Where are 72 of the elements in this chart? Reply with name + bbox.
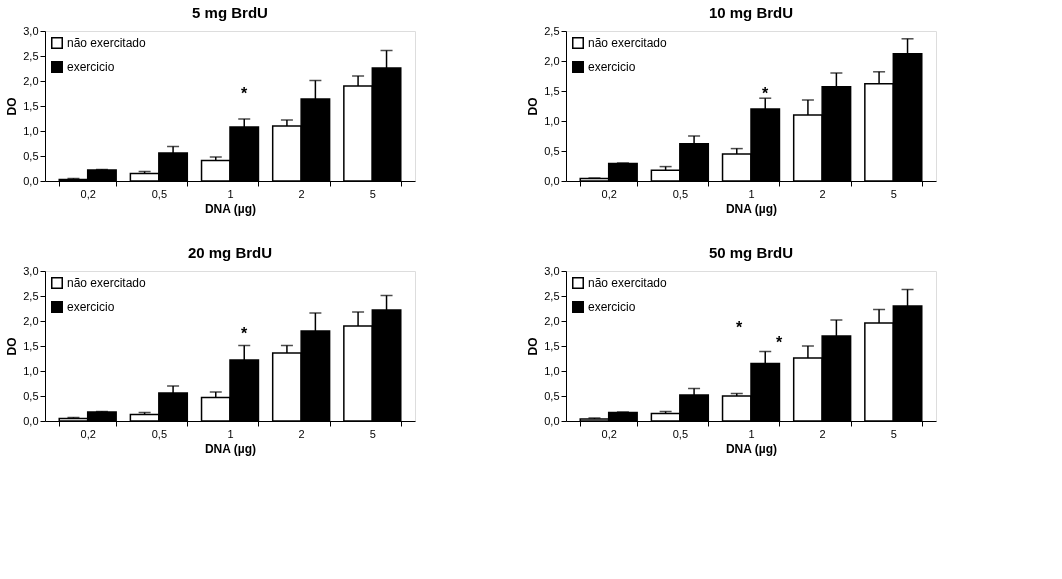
annotation: * [775, 334, 783, 351]
y-tick-label: 1,0 [23, 364, 39, 377]
legend-label: não exercitado [588, 276, 668, 290]
legend-label: exercicio [588, 300, 636, 314]
y-tick-label: 1,0 [544, 114, 560, 127]
x-tick-label: 0,2 [601, 187, 617, 200]
x-axis-title: DNA (µg) [725, 201, 778, 216]
x-tick-label: 2 [819, 427, 826, 440]
y-tick-label: 2,0 [23, 74, 39, 87]
x-tick-label: 2 [819, 187, 826, 200]
y-tick-label: 0,0 [23, 414, 39, 427]
chart-title: 50 mg BrdU [708, 244, 794, 261]
y-axis-title: DO [526, 97, 541, 116]
y-tick-label: 2,5 [23, 49, 39, 62]
x-axis-title: DNA (µg) [725, 441, 778, 456]
annotation: * [240, 325, 248, 342]
y-tick-label: 0,0 [23, 174, 39, 187]
y-tick-label: 1,5 [23, 99, 39, 112]
y-tick-label: 2,0 [544, 314, 560, 327]
y-tick-label: 2,5 [544, 289, 560, 302]
x-tick-label: 1 [748, 427, 755, 440]
y-tick-label: 0,5 [544, 144, 560, 157]
y-axis-title: DO [5, 337, 20, 356]
annotation: * [761, 85, 769, 102]
chart-title: 20 mg BrdU [187, 244, 273, 261]
x-tick-label: 0,5 [672, 427, 688, 440]
y-tick-label: 2,0 [23, 314, 39, 327]
y-tick-label: 1,0 [23, 124, 39, 137]
legend-label: não exercitado [67, 36, 147, 50]
y-tick-label: 1,5 [544, 339, 560, 352]
chart-title: 5 mg BrdU [192, 4, 268, 21]
legend-label: não exercitado [67, 276, 147, 290]
y-axis-title: DO [526, 337, 541, 356]
y-axis-title: DO [5, 97, 20, 116]
y-tick-label: 0,0 [544, 414, 560, 427]
legend-label: exercicio [67, 60, 115, 74]
legend-label: não exercitado [588, 36, 668, 50]
x-tick-label: 1 [227, 187, 234, 200]
x-tick-label: 5 [369, 427, 376, 440]
chart-title: 10 mg BrdU [708, 4, 794, 21]
legend-label: exercicio [588, 60, 636, 74]
annotation: * [735, 319, 743, 336]
x-tick-label: 5 [890, 187, 897, 200]
y-tick-label: 0,5 [544, 389, 560, 402]
x-tick-label: 2 [298, 427, 305, 440]
legend-label: exercicio [67, 300, 115, 314]
x-axis-title: DNA (µg) [204, 441, 257, 456]
x-tick-label: 0,5 [151, 187, 167, 200]
y-tick-label: 0,0 [544, 174, 560, 187]
y-tick-label: 1,5 [544, 84, 560, 97]
y-tick-label: 1,0 [544, 364, 560, 377]
y-tick-label: 2,0 [544, 54, 560, 67]
x-tick-label: 5 [369, 187, 376, 200]
x-tick-label: 0,2 [80, 187, 96, 200]
x-tick-label: 0,5 [151, 427, 167, 440]
x-tick-label: 0,2 [601, 427, 617, 440]
x-tick-label: 1 [227, 427, 234, 440]
y-tick-label: 2,5 [23, 289, 39, 302]
x-axis-title: DNA (µg) [204, 201, 257, 216]
x-tick-label: 5 [890, 427, 897, 440]
y-tick-label: 3,0 [544, 264, 560, 277]
x-tick-label: 0,2 [80, 427, 96, 440]
y-tick-label: 2,5 [544, 24, 560, 37]
y-tick-label: 0,5 [23, 149, 39, 162]
y-tick-label: 0,5 [23, 389, 39, 402]
y-tick-label: 1,5 [23, 339, 39, 352]
y-tick-label: 3,0 [23, 24, 39, 37]
x-tick-label: 2 [298, 187, 305, 200]
x-tick-label: 1 [748, 187, 755, 200]
y-tick-label: 3,0 [23, 264, 39, 277]
annotation: * [240, 85, 248, 102]
x-tick-label: 0,5 [672, 187, 688, 200]
